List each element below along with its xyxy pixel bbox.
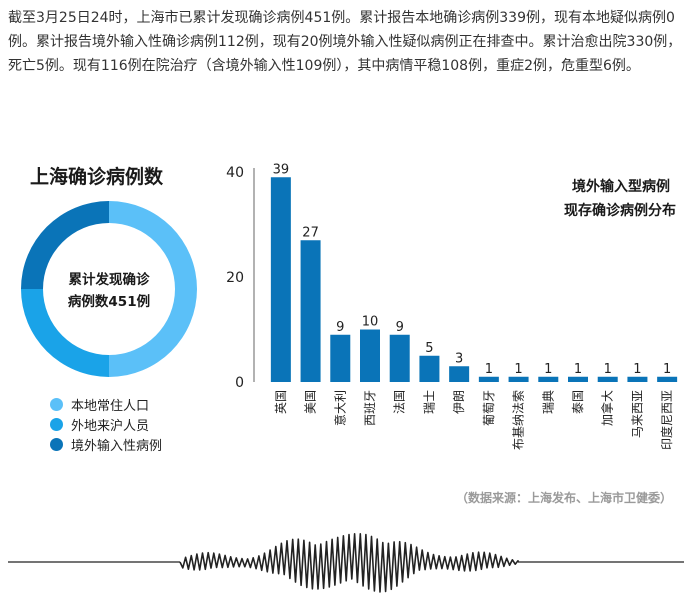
donut-slice-visitor (21, 289, 109, 377)
bar-value-label: 1 (604, 362, 612, 377)
x-tick-label: 英国 (274, 390, 288, 414)
legend-label-local: 本地常住人口 (71, 398, 150, 414)
x-tick-label: 瑞典 (541, 390, 555, 414)
decorative-waveform (8, 533, 684, 593)
y-tick-label: 20 (226, 270, 244, 286)
bar-value-label: 5 (425, 341, 433, 356)
bar-value-label: 27 (302, 225, 319, 240)
wave-squiggle (179, 533, 519, 593)
bar-value-label: 1 (574, 362, 582, 377)
x-tick-label: 布基纳法索 (512, 390, 526, 450)
bar-value-label: 1 (633, 362, 641, 377)
bar (538, 376, 559, 382)
intro-paragraph: 截至3月25日24时，上海市已累计发现确诊病例451例。累计报告本地确诊病例33… (8, 10, 682, 74)
bar (508, 376, 529, 382)
legend-item-visitor: 外地来沪人员 (50, 414, 162, 434)
legend-dot-imported (50, 437, 63, 451)
bar (389, 334, 410, 382)
bar (449, 366, 470, 382)
data-source-note: （数据来源：上海发布、上海市卫健委） (455, 491, 672, 505)
donut-legend: 本地常住人口 外地来沪人员 境外输入性病例 (50, 394, 162, 454)
bar-value-label: 10 (362, 315, 379, 330)
x-tick-label: 意大利 (332, 390, 347, 426)
legend-label-visitor: 外地来沪人员 (71, 418, 150, 434)
bar-chart-title-line2: 现存确诊病例分布 (564, 202, 676, 219)
x-tick-label: 加拿大 (600, 390, 615, 426)
bar (300, 240, 321, 382)
bar (657, 376, 678, 382)
donut-center-label-line1: 累计发现确诊 (69, 271, 150, 288)
x-tick-label: 印度尼西亚 (659, 390, 674, 450)
donut-slice-imported (21, 201, 109, 289)
donut-slice-local (109, 201, 197, 377)
bar-value-label: 9 (336, 320, 344, 335)
bar-chart-title-line1: 境外输入型病例 (572, 178, 670, 195)
bar (627, 376, 648, 382)
x-tick-label: 西班牙 (363, 390, 377, 426)
x-tick-label: 伊朗 (452, 390, 466, 414)
legend-item-imported: 境外输入性病例 (50, 434, 162, 454)
legend-dot-local (50, 397, 63, 411)
bar (597, 376, 618, 382)
x-tick-label: 马来西亚 (630, 390, 644, 438)
y-tick-label: 40 (226, 165, 244, 181)
donut-chart-title: 上海确诊病例数 (30, 166, 164, 188)
legend-item-local: 本地常住人口 (50, 394, 162, 414)
bar-value-label: 1 (485, 362, 493, 377)
bar (330, 334, 351, 382)
x-tick-label: 法国 (393, 390, 407, 414)
bar-value-label: 3 (455, 351, 463, 366)
x-tick-label: 美国 (304, 390, 318, 414)
bar (419, 355, 440, 382)
bar-value-label: 1 (663, 362, 671, 377)
legend-dot-visitor (50, 417, 63, 431)
x-tick-label: 泰国 (571, 390, 585, 414)
x-tick-label: 瑞士 (422, 390, 436, 414)
bar-value-label: 9 (396, 320, 404, 335)
bar-value-label: 1 (514, 362, 522, 377)
x-tick-label: 葡萄牙 (482, 390, 496, 426)
legend-label-imported: 境外输入性病例 (71, 438, 163, 454)
bar (478, 376, 499, 382)
bar-value-label: 39 (273, 162, 290, 177)
bar (360, 329, 380, 382)
y-tick-label: 0 (235, 375, 244, 391)
donut-center-label-line2: 病例数451例 (68, 293, 150, 310)
bar (568, 376, 588, 382)
bar (270, 177, 291, 382)
bar-value-label: 1 (544, 362, 552, 377)
